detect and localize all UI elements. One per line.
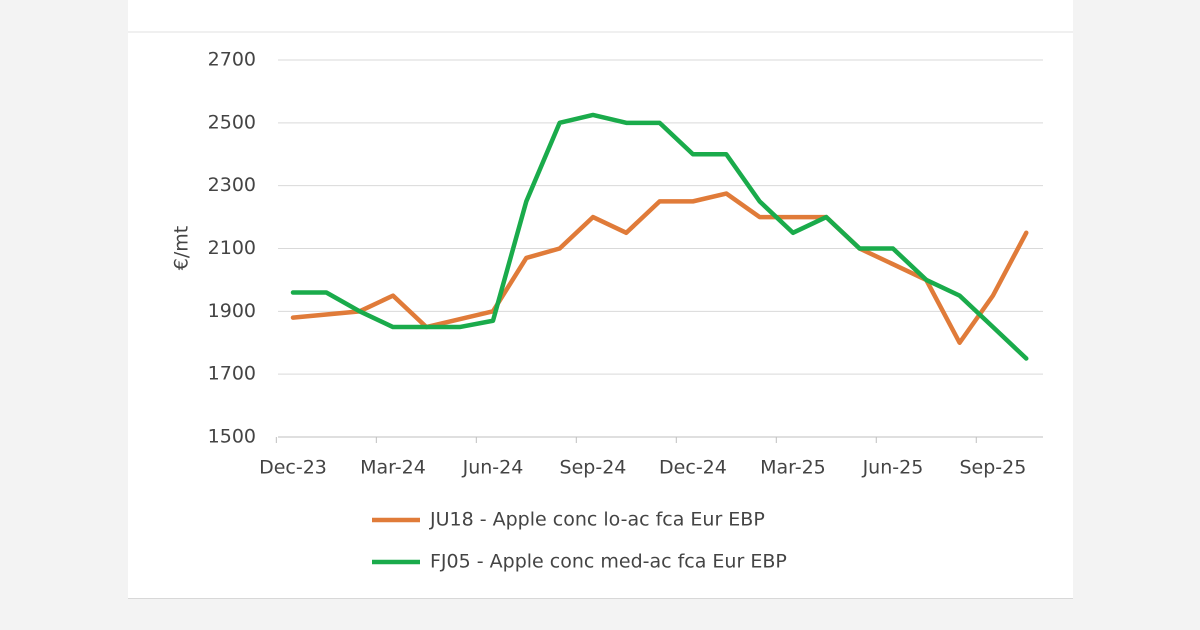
x-tick-label: Mar-25 bbox=[760, 457, 826, 479]
series-line bbox=[290, 112, 1029, 361]
y-axis-title: €/mt bbox=[171, 226, 193, 270]
legend-label: FJ05 - Apple conc med-ac fca Eur EBP bbox=[430, 551, 787, 573]
y-tick-label: 2700 bbox=[208, 49, 256, 71]
x-tick-label: Sep-24 bbox=[560, 457, 627, 479]
legend-label: JU18 - Apple conc lo-ac fca Eur EBP bbox=[429, 509, 765, 531]
y-tick-label: 1500 bbox=[208, 426, 256, 448]
series-line bbox=[290, 191, 1029, 345]
x-tick-label: Dec-23 bbox=[259, 457, 327, 479]
x-tick-label: Jun-25 bbox=[862, 457, 924, 479]
x-tick-label: Dec-24 bbox=[659, 457, 727, 479]
y-tick-label: 1700 bbox=[208, 363, 256, 385]
y-tick-label: 1900 bbox=[208, 300, 256, 322]
x-tick-label: Sep-25 bbox=[960, 457, 1027, 479]
x-tick-label: Mar-24 bbox=[360, 457, 426, 479]
chart-card bbox=[128, 0, 1073, 599]
y-tick-label: 2300 bbox=[208, 174, 256, 196]
y-tick-label: 2500 bbox=[208, 111, 256, 133]
x-tick-label: Jun-24 bbox=[462, 457, 524, 479]
y-tick-label: 2100 bbox=[208, 237, 256, 259]
